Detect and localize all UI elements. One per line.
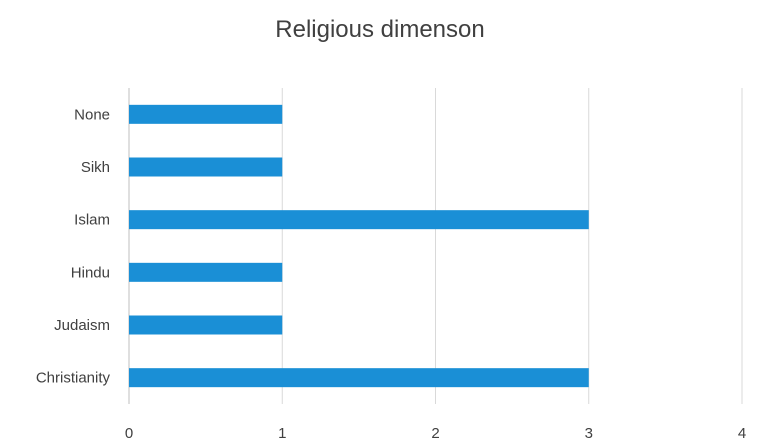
category-label-sikh: Sikh bbox=[81, 159, 110, 176]
category-label-none: None bbox=[74, 106, 110, 123]
category-label-islam: Islam bbox=[74, 212, 110, 229]
chart-title: Religious dimenson bbox=[275, 16, 485, 43]
category-label-hindu: Hindu bbox=[71, 264, 110, 281]
bar-sikh bbox=[129, 157, 283, 177]
x-tick-label: 2 bbox=[431, 425, 439, 442]
x-tick-label: 1 bbox=[278, 425, 286, 442]
x-tick-label: 3 bbox=[585, 425, 593, 442]
category-label-judaism: Judaism bbox=[54, 317, 110, 334]
category-label-christianity: Christianity bbox=[36, 370, 111, 387]
gridlines bbox=[128, 88, 743, 404]
bar-none bbox=[129, 104, 283, 124]
bar-christianity bbox=[129, 368, 589, 388]
x-tick-label: 4 bbox=[738, 425, 746, 442]
bars bbox=[129, 104, 589, 388]
bar-islam bbox=[129, 210, 589, 230]
y-axis-labels: Christianity Judaism Hindu Islam Sikh None bbox=[36, 106, 111, 386]
x-axis-labels: 0 1 2 3 4 bbox=[125, 425, 746, 442]
bar-hindu bbox=[129, 262, 283, 282]
x-tick-label: 0 bbox=[125, 425, 133, 442]
bar-judaism bbox=[129, 315, 283, 335]
